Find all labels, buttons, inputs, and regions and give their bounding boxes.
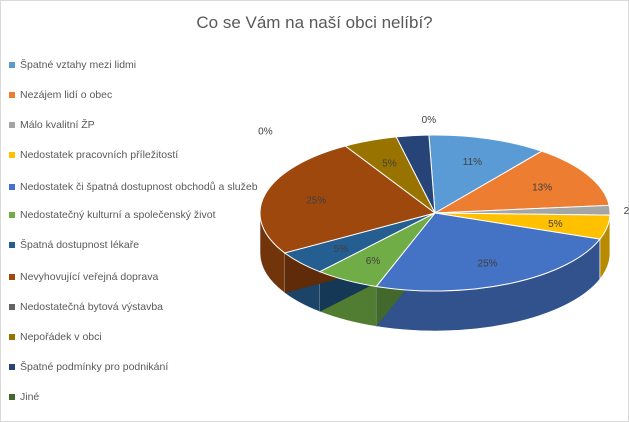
legend-swatch [9,152,15,158]
pie-slice [395,134,436,214]
pie-slice [434,150,610,214]
legend-item: Špatné podmínky pro podnikání [9,360,270,374]
pie-slice [259,145,437,254]
legend-label: Málo kvalitní ŽP [20,119,95,131]
legend-item: Nedostatek pracovních příležitostí [9,148,270,162]
legend-label: Špatné podmínky pro podnikání [20,361,169,373]
legend-swatch [9,394,15,400]
legend-swatch [9,184,15,190]
pie-labels: 11% 13% 2% 5% 25% 6% 5% 25% 0% 5% 0% [258,115,629,270]
legend-label: Nezájem lidí o obec [20,89,113,101]
legend-label: Špatné vztahy mezi lidmi [20,59,137,71]
data-label: 0% [258,127,273,138]
legend-swatch [9,62,15,68]
legend-item: Málo kvalitní ŽP [9,118,270,132]
legend-label: Nedostatečný kulturní a společenský živo… [20,209,216,221]
legend-swatch [9,242,15,248]
legend-item: Nedostatečný kulturní a společenský živo… [9,208,270,222]
data-label: 25% [306,196,326,207]
legend-swatch [9,304,15,310]
legend-item: Špatná dostupnost lékaře [9,238,270,252]
legend-swatch [9,334,15,340]
data-label: 5% [382,158,397,169]
legend-label: Nedostatečná bytová výstavba [20,301,164,313]
legend-swatch [9,274,15,280]
legend-label: Nevyhovující veřejná doprava [20,271,159,283]
pie-slice [428,134,543,214]
legend-swatch [9,364,15,370]
legend-swatch [9,92,15,98]
legend-label: Nepořádek v obci [20,331,102,343]
data-label: 13% [532,183,552,194]
legend-item: Špatné vztahy mezi lidmi [9,58,270,72]
legend-label: Nedostatek či špatná dostupnost obchodů … [20,181,258,193]
chart-title: Co se Vám na naší obci nelíbí? [196,13,433,32]
pie-slice [375,212,601,292]
legend-item: Nedostatečná bytová výstavba [9,300,270,314]
data-label: 25% [478,258,498,269]
legend-item: Nedostatek či špatná dostupnost obchodů … [9,180,270,194]
data-label: 0% [422,115,437,126]
legend-item: Nevyhovující veřejná doprava [9,270,270,284]
legend-label: Jiné [20,391,40,403]
legend-label: Nedostatek pracovních příležitostí [20,149,179,161]
data-label: 5% [334,244,349,255]
legend-item: Nepořádek v obci [9,330,270,344]
legend-label: Špatná dostupnost lékaře [20,239,140,251]
data-label: 11% [463,157,482,168]
data-label: 6% [366,256,381,267]
data-label: 2% [624,206,629,217]
legend-swatch [9,212,15,218]
legend-swatch [9,122,15,128]
legend-item: Nezájem lidí o obec [9,88,270,102]
legend-item: Jiné [9,390,270,404]
pie-tops [259,134,611,292]
data-label: 5% [548,219,563,230]
